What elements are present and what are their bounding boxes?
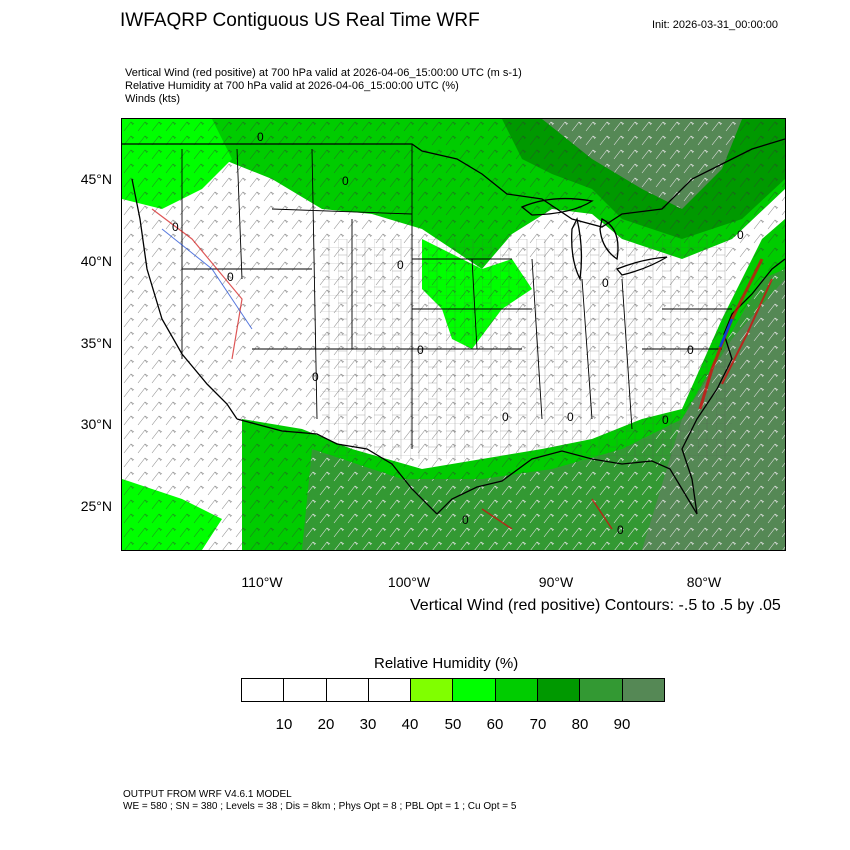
legend-label: 30 — [359, 716, 377, 733]
legend-color-cell — [326, 679, 369, 701]
humidity-color-bar — [241, 678, 665, 702]
contour-label: 0 — [687, 343, 694, 357]
lon-label: 110°W — [241, 574, 283, 590]
lat-label: 30°N — [80, 416, 112, 432]
contour-label: 0 — [737, 228, 744, 242]
subtitle-winds: Winds (kts) — [125, 93, 180, 105]
contour-label: 0 — [342, 174, 349, 188]
contour-label: 0 — [257, 130, 264, 144]
us-canada-border — [122, 138, 785, 228]
legend-title: Relative Humidity (%) — [374, 655, 519, 672]
legend-color-cell — [580, 679, 623, 701]
page-title: IWFAQRP Contiguous US Real Time WRF — [120, 10, 480, 31]
legend-color-cell — [495, 679, 539, 701]
contour-label: 0 — [172, 220, 179, 234]
legend-color-cell — [453, 679, 496, 701]
vertical-wind-contours — [151, 208, 773, 530]
legend-label: 70 — [529, 716, 547, 733]
contour-label: 0 — [312, 370, 319, 384]
lat-label: 25°N — [80, 498, 112, 514]
legend-color-cell — [284, 679, 327, 701]
legend-label: 80 — [571, 716, 589, 733]
contour-label: 0 — [417, 343, 424, 357]
legend-label: 60 — [486, 716, 504, 733]
legend-color-cell — [368, 679, 412, 701]
gulf-coast — [436, 450, 698, 515]
weather-map: 0 0 0 0 0 0 0 0 0 0 0 0 0 0 0 — [122, 119, 785, 550]
descent-streak-1 — [718, 318, 734, 348]
contour-label: 0 — [462, 513, 469, 527]
lat-label: 35°N — [80, 335, 112, 351]
ascent-streak-2 — [721, 278, 773, 385]
lake-huron — [599, 218, 619, 261]
state-borders — [181, 144, 732, 449]
pacific-coast — [131, 178, 238, 420]
lon-label: 100°W — [387, 574, 431, 590]
lon-label: 90°W — [538, 574, 574, 590]
legend-color-cell — [242, 679, 285, 701]
footer-config-line: WE = 580 ; SN = 380 ; Levels = 38 ; Dis … — [123, 801, 517, 812]
legend-label: 20 — [317, 716, 335, 733]
contour-label: 0 — [502, 410, 509, 424]
ascent-streak-west — [151, 208, 243, 360]
atlantic-coast — [681, 258, 785, 515]
contour-label: 0 — [662, 413, 669, 427]
wind-barbs-north — [542, 119, 742, 209]
lon-label: 80°W — [686, 574, 722, 590]
wind-barbs-moist — [302, 269, 785, 550]
legend-label: 90 — [613, 716, 631, 733]
init-time-label: Init: 2026-03-31_00:00:00 — [652, 19, 778, 31]
legend-color-cell — [622, 679, 664, 701]
lake-erie — [615, 256, 668, 276]
legend-color-cell — [538, 679, 581, 701]
contour-label: 0 — [602, 276, 609, 290]
contour-label: 0 — [567, 410, 574, 424]
legend-label: 10 — [275, 716, 293, 733]
legend-label: 40 — [401, 716, 419, 733]
contour-label: 0 — [397, 258, 404, 272]
us-mexico-border — [236, 418, 438, 515]
descent-streak-west — [161, 228, 253, 330]
map-panel: 0 0 0 0 0 0 0 0 0 0 0 0 0 0 0 — [121, 118, 786, 551]
lake-superior — [520, 197, 594, 216]
geographic-boundaries — [122, 138, 785, 515]
subtitle-vertical-wind: Vertical Wind (red positive) at 700 hPa … — [125, 67, 522, 79]
contour-note: Vertical Wind (red positive) Contours: -… — [410, 597, 781, 614]
lat-label: 40°N — [80, 253, 112, 269]
subtitle-relative-humidity: Relative Humidity at 700 hPa valid at 20… — [125, 80, 459, 92]
footer-model-line: OUTPUT FROM WRF V4.6.1 MODEL — [123, 789, 292, 800]
contour-label: 0 — [227, 270, 234, 284]
ascent-streak-gulf — [481, 498, 613, 530]
contour-labels: 0 0 0 0 0 0 0 0 0 0 0 0 0 0 0 — [172, 130, 744, 537]
lat-label: 45°N — [80, 171, 112, 187]
legend-color-cell — [411, 679, 454, 701]
contour-label: 0 — [617, 523, 624, 537]
legend-label: 50 — [444, 716, 462, 733]
lake-michigan — [571, 217, 583, 282]
